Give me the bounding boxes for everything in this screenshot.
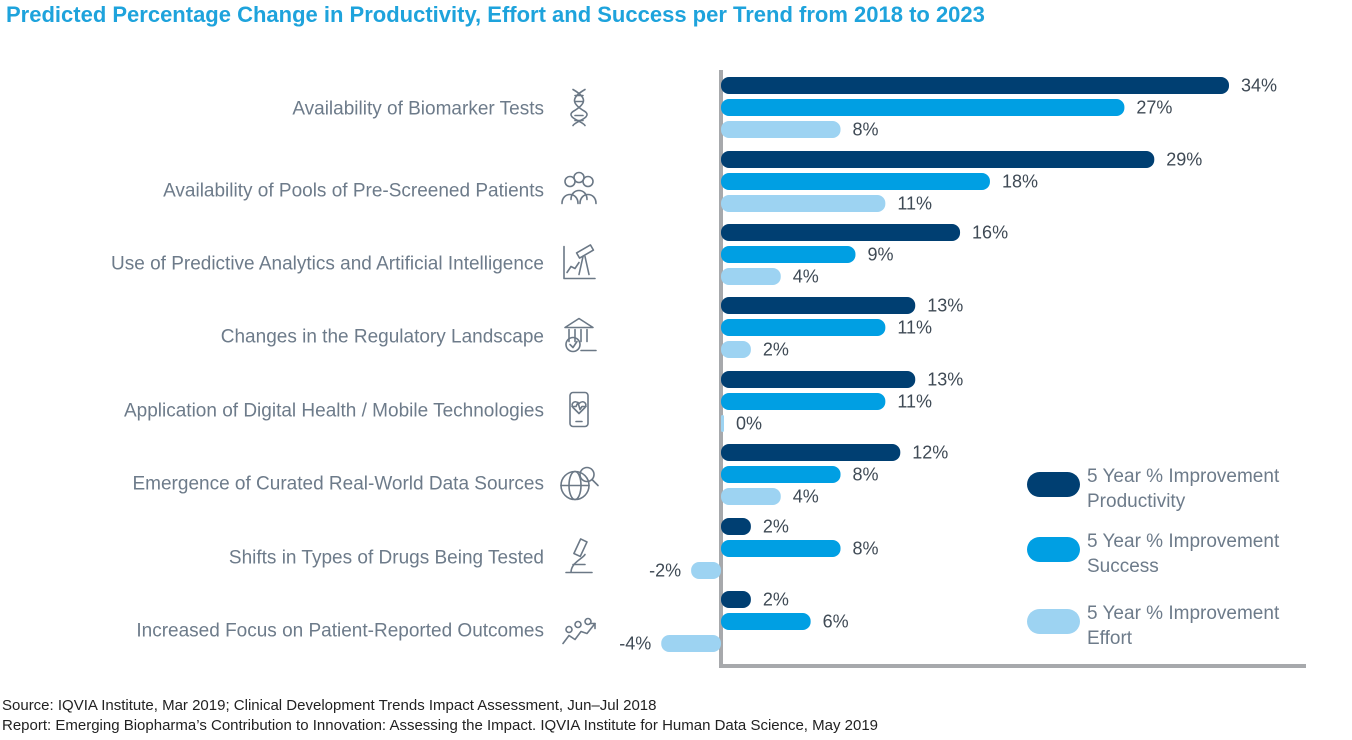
data-label: 11% [897, 318, 932, 338]
data-label: -2% [649, 561, 681, 581]
legend-label-line2: Productivity [1087, 491, 1186, 512]
category-label: Shifts in Types of Drugs Being Tested [229, 548, 544, 569]
chart: Availability of Biomarker Tests 34% 27% 8% A… [111, 70, 1306, 668]
bar-productivity [721, 371, 916, 388]
legend-swatch [1027, 472, 1080, 497]
data-label: 11% [897, 392, 932, 412]
legend-label-line1: 5 Year % Improvement [1087, 531, 1280, 552]
bar-effort [721, 268, 781, 285]
legend-swatch [1027, 537, 1080, 562]
category-label: Application of Digital Health / Mobile T… [124, 401, 544, 422]
data-label: 18% [1002, 172, 1038, 192]
bar-productivity [721, 297, 916, 314]
data-label: 27% [1136, 98, 1172, 118]
bar-success [721, 393, 886, 410]
data-label: 2% [763, 590, 789, 610]
bar-success [721, 319, 886, 336]
mobile-health-icon [569, 391, 589, 428]
data-label: 34% [1241, 76, 1277, 96]
bar-success [721, 540, 841, 557]
bar-productivity [721, 77, 1229, 94]
bar-productivity [721, 444, 901, 461]
bar-success [721, 466, 841, 483]
dna-icon [570, 88, 588, 127]
chart-title: Predicted Percentage Change in Productiv… [6, 2, 985, 27]
data-label: 13% [927, 370, 963, 390]
legend-label-line2: Effort [1087, 628, 1133, 649]
legend-label-line1: 5 Year % Improvement [1087, 603, 1280, 624]
category-label: Availability of Pools of Pre-Screened Pa… [163, 181, 544, 202]
telescope-chart-icon [563, 244, 596, 280]
data-label: 8% [853, 120, 879, 140]
bar-productivity [721, 151, 1155, 168]
data-label: 4% [793, 267, 819, 287]
bar-success [721, 246, 856, 263]
source-line-1: Source: IQVIA Institute, Mar 2019; Clini… [2, 697, 657, 714]
bar-effort [691, 562, 721, 579]
data-label: 11% [897, 194, 932, 214]
regulatory-building-icon [564, 317, 597, 353]
bar-effort [721, 341, 751, 358]
data-label: 9% [867, 245, 893, 265]
category-label: Increased Focus on Patient-Reported Outc… [136, 621, 544, 642]
data-label: 0% [736, 414, 762, 434]
category-label: Emergence of Curated Real-World Data Sou… [132, 474, 544, 495]
data-label: 6% [823, 612, 849, 632]
category-label: Use of Predictive Analytics and Artifici… [111, 254, 544, 275]
data-label: -4% [619, 634, 651, 654]
data-label: 13% [927, 296, 963, 316]
data-label: 8% [853, 465, 879, 485]
globe-search-icon [560, 466, 599, 501]
category-label: Availability of Biomarker Tests [292, 99, 544, 120]
bar-productivity [721, 591, 751, 608]
legend-swatch [1027, 609, 1080, 634]
bar-effort [721, 488, 781, 505]
legend-label-line2: Success [1087, 556, 1159, 577]
bar-productivity [721, 518, 751, 535]
data-label: 2% [763, 517, 789, 537]
bar-success [721, 613, 811, 630]
data-label: 16% [972, 223, 1008, 243]
data-label: 12% [912, 443, 948, 463]
bar-effort [721, 195, 886, 212]
patient-trend-icon [562, 617, 596, 645]
data-label: 4% [793, 487, 819, 507]
legend-label-line1: 5 Year % Improvement [1087, 466, 1280, 487]
data-label: 29% [1166, 150, 1202, 170]
data-label: 2% [763, 340, 789, 360]
data-label: 8% [853, 539, 879, 559]
category-label: Changes in the Regulatory Landscape [221, 327, 544, 348]
source-line-2: Report: Emerging Biopharma’s Contributio… [2, 717, 879, 734]
microscope-icon [565, 538, 593, 574]
bar-effort [721, 121, 841, 138]
bar-effort [661, 635, 721, 652]
bar-success [721, 173, 990, 190]
bar-effort [721, 415, 724, 432]
bar-productivity [721, 224, 961, 241]
people-group-icon [561, 171, 597, 205]
bar-success [721, 99, 1125, 116]
